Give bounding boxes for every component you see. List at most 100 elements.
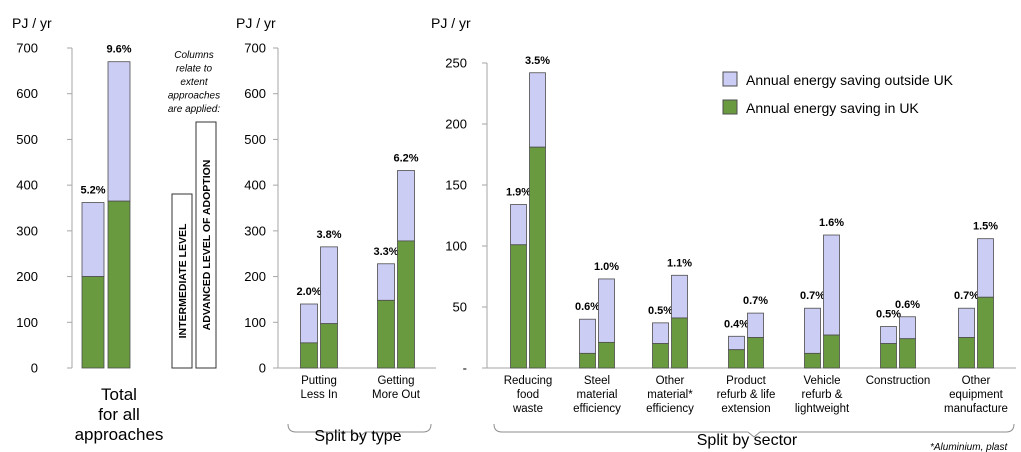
adoption-note-line: relate to (176, 64, 213, 75)
y-tick-label: 50 (453, 300, 467, 315)
bar-outside-uk (652, 322, 669, 344)
bar-outside-uk (671, 274, 688, 319)
bar-in-uk (977, 296, 994, 369)
bar-outside-uk (747, 312, 764, 338)
bar-percent-label: 6.2% (393, 153, 418, 165)
bar-outside-uk (107, 61, 131, 202)
bar-percent-label: 0.6% (575, 301, 600, 313)
category-label-line: Steel (584, 375, 610, 387)
panel-title-line: Split by type (314, 428, 401, 445)
advanced-level-label: ADVANCED LEVEL OF ADOPTION (201, 160, 213, 331)
bar-percent-label: 9.6% (106, 44, 131, 56)
y-tick-label: 100 (16, 315, 38, 330)
y-tick-label: 200 (16, 269, 38, 284)
y-tick-label: 500 (244, 132, 266, 147)
panel-split-by-type: PJ / yr 0 100 200 300 400 500 600 700 2.0% 3.8% 3.3… (236, 15, 436, 445)
category-label-line: Getting (377, 375, 414, 387)
bar-percent-label: 0.5% (648, 305, 673, 317)
bar-percent-label: 0.7% (954, 290, 979, 302)
category-label-line: refurb & (802, 389, 843, 401)
intermediate-level-label: INTERMEDIATE LEVEL (177, 223, 189, 338)
bar-in-uk (880, 343, 897, 369)
bar-percent-label: 0.7% (800, 290, 825, 302)
category-label-line: material (577, 389, 618, 401)
category-label-line: Other (656, 375, 685, 387)
category-label: Getting More Out (372, 375, 421, 401)
bar-outside-uk (977, 238, 994, 298)
category-label: Vehicle refurb & lightweight (795, 375, 850, 415)
category-label-line: Less In (300, 389, 337, 401)
category-label-line: Construction (866, 375, 931, 387)
panel-title: Split by sector (697, 432, 798, 449)
y-tick-label: 250 (445, 56, 467, 71)
bar-outside-uk (958, 307, 975, 338)
bar-outside-uk (510, 204, 527, 246)
bar-outside-uk (728, 335, 745, 351)
category-label-line: equipment (949, 389, 1004, 401)
y-tick-label: 200 (445, 117, 467, 132)
bar-in-uk (899, 338, 916, 369)
panel-title-line: for all (98, 405, 140, 424)
legend-swatch-outside-uk (722, 71, 738, 87)
category-label: Steel material efficiency (573, 375, 621, 415)
bar-in-uk (397, 240, 415, 369)
y-tick-label: - (463, 361, 467, 376)
bar-percent-label: 0.4% (724, 318, 749, 330)
category-label-line: refurb & life (717, 389, 776, 401)
bar-percent-label: 3.3% (373, 246, 398, 258)
unit-label: PJ / yr (431, 15, 471, 31)
bar-in-uk (823, 334, 840, 369)
bar-outside-uk (300, 303, 318, 344)
bar-in-uk (300, 342, 318, 369)
bar-in-uk (652, 343, 669, 369)
bar-percent-label: 0.5% (876, 309, 901, 321)
panel-title-line: Split by sector (697, 432, 798, 449)
bar-percent-label: 1.1% (667, 257, 692, 269)
category-label: Other material* efficiency (646, 375, 694, 415)
bar-in-uk (804, 352, 821, 369)
y-tick-label: 200 (244, 269, 266, 284)
footnote: *Aluminium, plast (930, 442, 1008, 452)
adoption-note-text: Columns relate to extent approaches are appl… (168, 50, 220, 115)
adoption-note-line: Columns (174, 50, 213, 61)
category-label-line: Product (726, 375, 766, 387)
bar-outside-uk (377, 263, 395, 301)
adoption-note-line: approaches (168, 91, 220, 102)
category-label-line: material* (647, 389, 693, 401)
panel-split-by-sector: PJ / yr - 50 100 150 200 250 1.9% 3.5% 0.6% 1.0% 0.… (431, 15, 1016, 449)
legend: Annual energy saving outside UK Annual e… (722, 71, 954, 116)
bar-in-uk (598, 341, 615, 369)
panel-title-line: approaches (75, 425, 164, 444)
panel-bracket (493, 423, 1015, 438)
bar-outside-uk (598, 278, 615, 343)
panel-total: PJ / yr 0 100 200 300 400 500 600 700 5.2% 9.6% Tot… (12, 15, 163, 444)
category-label-line: manufacture (944, 403, 1008, 415)
bar-percent-label: 1.5% (973, 221, 998, 233)
bar-in-uk (747, 337, 764, 369)
bar-percent-label: 2.0% (296, 286, 321, 298)
bar-outside-uk (529, 72, 546, 148)
bar-in-uk (728, 349, 745, 369)
bar-in-uk (107, 200, 131, 369)
bar-percent-label: 1.6% (819, 217, 844, 229)
y-tick-label: 150 (445, 178, 467, 193)
y-tick-label: 700 (16, 41, 38, 56)
y-tick-label: 0 (31, 361, 38, 376)
bar-outside-uk (320, 246, 338, 325)
bar-in-uk (671, 317, 688, 369)
category-label-line: efficiency (646, 403, 694, 415)
bar-outside-uk (823, 234, 840, 336)
category-label-line: efficiency (573, 403, 621, 415)
bar-outside-uk (880, 326, 897, 344)
category-label-line: lightweight (795, 403, 850, 415)
y-tick-label: 300 (244, 223, 266, 238)
category-label: Putting Less In (300, 375, 337, 401)
category-label: Product refurb & life extension (717, 375, 776, 415)
category-label-line: waste (512, 403, 543, 415)
bar-in-uk (510, 244, 527, 369)
category-label-line: extension (721, 403, 770, 415)
category-label-line: food (517, 389, 539, 401)
adoption-level-note: Columns relate to extent approaches are appl… (168, 50, 220, 369)
bar-in-uk (579, 352, 596, 369)
